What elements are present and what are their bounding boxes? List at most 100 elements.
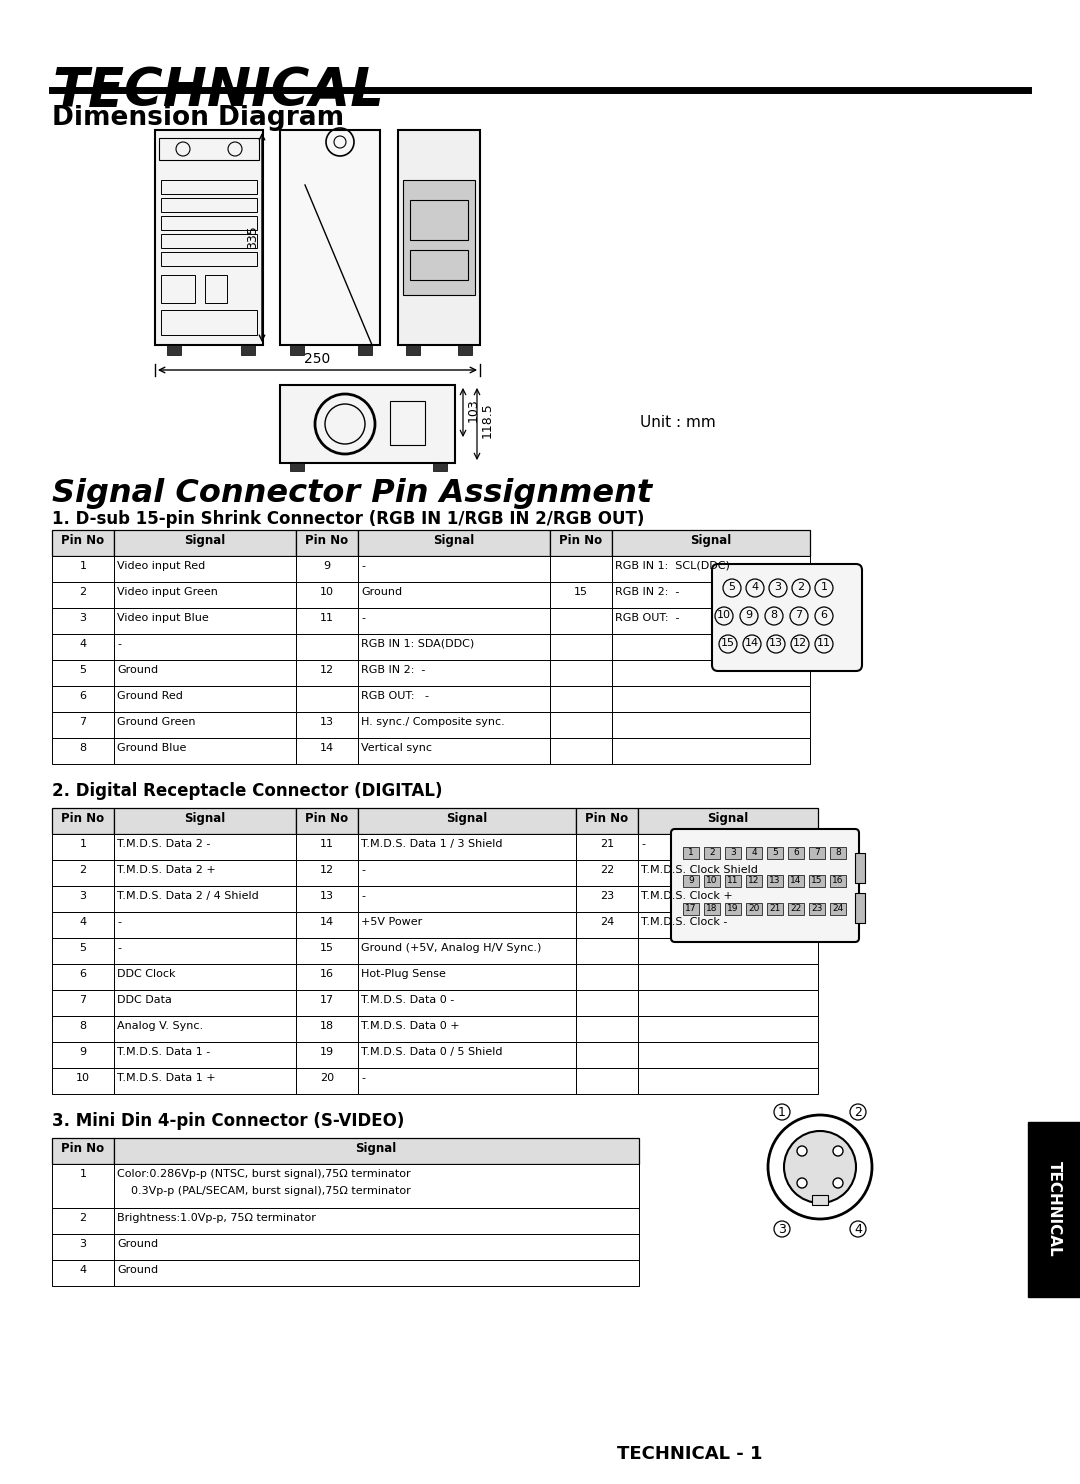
Text: T.M.D.S. Data 2 +: T.M.D.S. Data 2 + <box>117 865 216 876</box>
Bar <box>114 1208 639 1235</box>
Bar <box>114 1068 296 1094</box>
Text: 8: 8 <box>835 847 841 856</box>
Bar <box>550 530 612 556</box>
Bar <box>52 886 114 913</box>
Bar <box>357 686 550 712</box>
Text: Video input Green: Video input Green <box>117 588 218 597</box>
Text: -: - <box>642 838 645 849</box>
Bar <box>161 180 257 194</box>
Text: 20: 20 <box>320 1073 334 1083</box>
Text: 9: 9 <box>80 1048 86 1057</box>
Text: Signal: Signal <box>185 534 226 548</box>
Text: 19: 19 <box>727 904 739 913</box>
Bar <box>114 1138 639 1163</box>
Bar <box>291 463 303 470</box>
Circle shape <box>797 1178 807 1189</box>
Text: T.M.D.S. Clock -: T.M.D.S. Clock - <box>642 917 727 928</box>
Text: 4: 4 <box>80 1264 86 1275</box>
Bar <box>357 530 550 556</box>
Bar <box>52 1163 114 1208</box>
Bar <box>296 582 357 608</box>
Text: DDC Data: DDC Data <box>117 994 172 1005</box>
Bar <box>296 1042 357 1068</box>
Text: 12: 12 <box>748 876 759 884</box>
Text: 250: 250 <box>303 352 330 367</box>
Text: Video input Blue: Video input Blue <box>117 613 208 623</box>
Text: 3: 3 <box>774 582 782 592</box>
Circle shape <box>833 1178 843 1189</box>
Bar <box>296 913 357 938</box>
Bar <box>357 913 576 938</box>
Text: H. sync./ Composite sync.: H. sync./ Composite sync. <box>361 717 504 727</box>
Text: -: - <box>361 890 365 901</box>
Text: 1: 1 <box>688 847 693 856</box>
Bar <box>458 344 472 355</box>
Text: Color:0.286Vp-p (NTSC, burst signal),75Ω terminator: Color:0.286Vp-p (NTSC, burst signal),75Ω… <box>117 1169 410 1178</box>
Text: T.M.D.S. Data 2 -: T.M.D.S. Data 2 - <box>117 838 211 849</box>
Bar <box>399 131 480 344</box>
Text: 4: 4 <box>854 1223 862 1236</box>
Bar <box>52 1208 114 1235</box>
Bar <box>576 965 638 990</box>
Bar <box>1028 1122 1080 1297</box>
Bar <box>357 608 550 634</box>
Bar <box>114 913 296 938</box>
Bar <box>612 634 810 660</box>
Bar <box>241 344 255 355</box>
Text: Unit : mm: Unit : mm <box>640 416 716 430</box>
Text: 2: 2 <box>854 1106 862 1119</box>
Bar <box>638 938 818 965</box>
Bar <box>612 686 810 712</box>
Text: 1: 1 <box>80 1169 86 1178</box>
Bar <box>855 893 865 923</box>
Text: RGB IN 2:  -: RGB IN 2: - <box>615 588 679 597</box>
Text: 13: 13 <box>769 876 781 884</box>
Text: 5: 5 <box>772 847 778 856</box>
Text: 1: 1 <box>778 1106 786 1119</box>
Bar <box>410 200 468 240</box>
Text: 10: 10 <box>717 610 731 620</box>
Text: 3: 3 <box>80 890 86 901</box>
Text: Ground: Ground <box>117 1264 158 1275</box>
Text: 24: 24 <box>599 917 615 928</box>
Text: TECHNICAL: TECHNICAL <box>1047 1160 1062 1257</box>
Text: 15: 15 <box>811 876 823 884</box>
Text: Signal: Signal <box>355 1143 396 1155</box>
Text: 0.3Vp-p (PAL/SECAM, burst signal),75Ω terminator: 0.3Vp-p (PAL/SECAM, burst signal),75Ω te… <box>117 1186 410 1196</box>
Bar <box>725 847 741 859</box>
Bar <box>52 1138 114 1163</box>
Bar <box>296 990 357 1017</box>
Text: 16: 16 <box>833 876 843 884</box>
Bar <box>357 965 576 990</box>
Bar <box>296 608 357 634</box>
Bar <box>52 556 114 582</box>
Bar <box>161 217 257 230</box>
Bar <box>114 634 296 660</box>
Text: 3: 3 <box>80 1239 86 1250</box>
Text: Hot-Plug Sense: Hot-Plug Sense <box>361 969 446 979</box>
Bar <box>114 660 296 686</box>
Bar <box>576 1017 638 1042</box>
FancyBboxPatch shape <box>712 564 862 671</box>
Bar <box>52 1260 114 1287</box>
Text: 11: 11 <box>727 876 739 884</box>
Text: Signal: Signal <box>185 812 226 825</box>
Bar <box>576 834 638 861</box>
Text: TECHNICAL - 1: TECHNICAL - 1 <box>618 1445 762 1463</box>
Bar <box>638 861 818 886</box>
Text: 4: 4 <box>752 582 758 592</box>
Text: 6: 6 <box>793 847 799 856</box>
Text: RGB IN 1:  SCL(DDC): RGB IN 1: SCL(DDC) <box>615 561 730 571</box>
Bar <box>809 876 825 887</box>
Bar <box>576 913 638 938</box>
Bar <box>156 131 264 344</box>
Bar <box>296 660 357 686</box>
Text: Ground Red: Ground Red <box>117 692 183 700</box>
Bar <box>114 608 296 634</box>
Bar <box>767 876 783 887</box>
Bar <box>831 876 846 887</box>
FancyBboxPatch shape <box>671 830 859 942</box>
Bar <box>161 310 257 335</box>
Bar <box>114 1042 296 1068</box>
Bar <box>161 197 257 212</box>
